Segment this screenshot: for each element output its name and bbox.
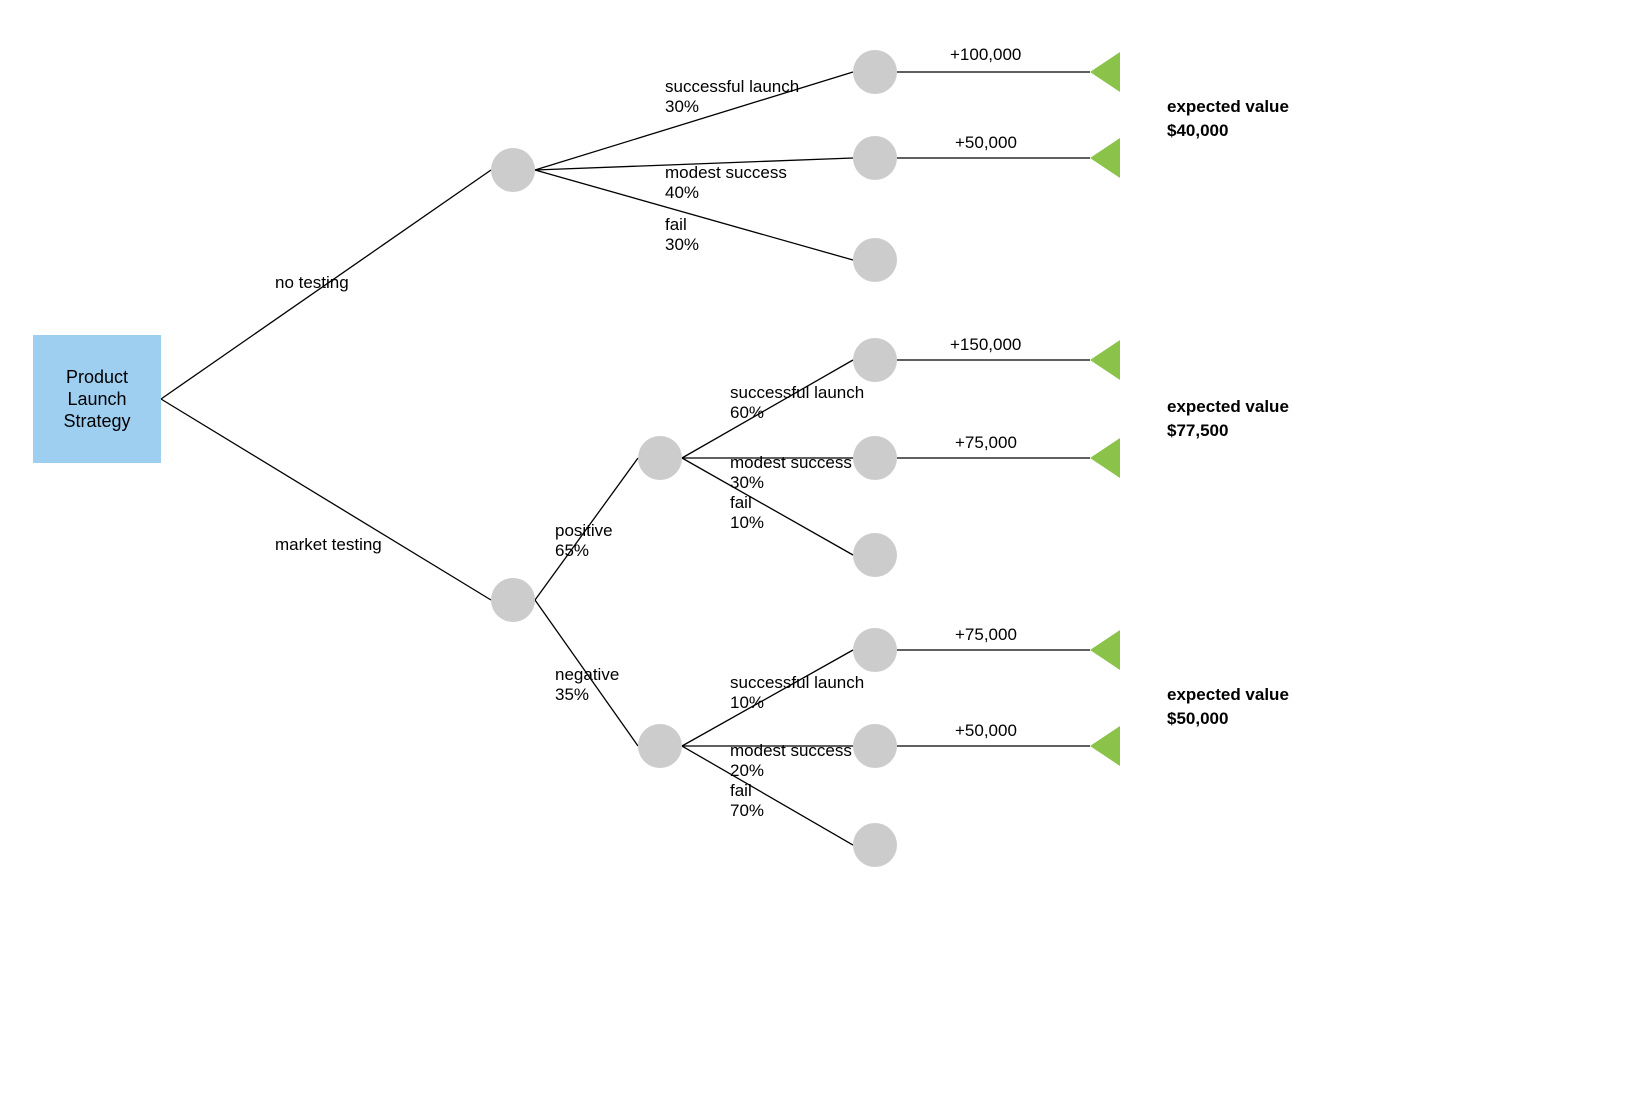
expected-value-title: expected value <box>1167 397 1289 416</box>
branch-prob: 65% <box>555 541 589 560</box>
chance-node <box>853 533 897 577</box>
chance-node <box>853 724 897 768</box>
payoff-label: +75,000 <box>955 433 1017 452</box>
expected-value-title: expected value <box>1167 685 1289 704</box>
branch-prob: 35% <box>555 685 589 704</box>
terminal-node <box>1090 438 1120 478</box>
payoff-labels: +100,000 +50,000 +150,000 +75,000 +75,000 +50… <box>950 45 1021 740</box>
branch-label: negative <box>555 665 619 684</box>
chance-node <box>853 50 897 94</box>
chance-node <box>491 578 535 622</box>
outcome-prob: 60% <box>730 403 764 422</box>
chance-node <box>638 436 682 480</box>
tree-edge <box>682 746 853 845</box>
outcome-label: successful launch <box>665 77 799 96</box>
expected-value-title: expected value <box>1167 97 1289 116</box>
outcome-prob: 40% <box>665 183 699 202</box>
outcome-label: fail <box>730 781 752 800</box>
tree-edge <box>682 360 853 458</box>
terminal-node <box>1090 726 1120 766</box>
root-label-line: Strategy <box>63 411 130 431</box>
tree-edge <box>682 650 853 746</box>
expected-values: expected value $40,000 expected value $77,5… <box>1167 97 1289 728</box>
outcome-prob: 70% <box>730 801 764 820</box>
outcome-label: successful launch <box>730 673 864 692</box>
decision-tree-diagram: ProductLaunchStrategy no testing market te… <box>0 0 1649 1120</box>
payoff-label: +75,000 <box>955 625 1017 644</box>
expected-value-amount: $50,000 <box>1167 709 1228 728</box>
outcome-labels: successful launch30%modest success40%fai… <box>665 77 864 820</box>
terminal-node <box>1090 340 1120 380</box>
terminal-node <box>1090 138 1120 178</box>
chance-node <box>853 338 897 382</box>
outcome-label: modest success <box>665 163 787 182</box>
outcome-label: modest success <box>730 453 852 472</box>
chance-node <box>853 628 897 672</box>
edges <box>161 72 1090 845</box>
chance-node <box>853 136 897 180</box>
root-label-line: Product <box>66 367 128 387</box>
payoff-label: +100,000 <box>950 45 1021 64</box>
chance-node <box>853 238 897 282</box>
outcome-prob: 30% <box>665 235 699 254</box>
expected-value-amount: $40,000 <box>1167 121 1228 140</box>
branch-label: market testing <box>275 535 382 554</box>
expected-value-amount: $77,500 <box>1167 421 1228 440</box>
chance-node <box>853 436 897 480</box>
branch-label: positive <box>555 521 613 540</box>
outcome-label: fail <box>730 493 752 512</box>
terminal-node <box>1090 630 1120 670</box>
outcome-prob: 10% <box>730 513 764 532</box>
payoff-label: +50,000 <box>955 133 1017 152</box>
outcome-label: successful launch <box>730 383 864 402</box>
outcome-label: modest success <box>730 741 852 760</box>
root-decision-node: ProductLaunchStrategy <box>33 335 161 463</box>
outcome-prob: 30% <box>665 97 699 116</box>
chance-node <box>853 823 897 867</box>
tree-edge <box>682 458 853 555</box>
chance-node <box>638 724 682 768</box>
outcome-prob: 30% <box>730 473 764 492</box>
outcome-prob: 10% <box>730 693 764 712</box>
tree-edge <box>161 399 491 600</box>
terminal-nodes <box>1090 52 1120 766</box>
payoff-label: +150,000 <box>950 335 1021 354</box>
branch-label: no testing <box>275 273 349 292</box>
chance-node <box>491 148 535 192</box>
payoff-label: +50,000 <box>955 721 1017 740</box>
outcome-label: fail <box>665 215 687 234</box>
terminal-node <box>1090 52 1120 92</box>
branch-labels: no testing market testing positive65% negat… <box>275 273 619 704</box>
outcome-prob: 20% <box>730 761 764 780</box>
root-label-line: Launch <box>67 389 126 409</box>
